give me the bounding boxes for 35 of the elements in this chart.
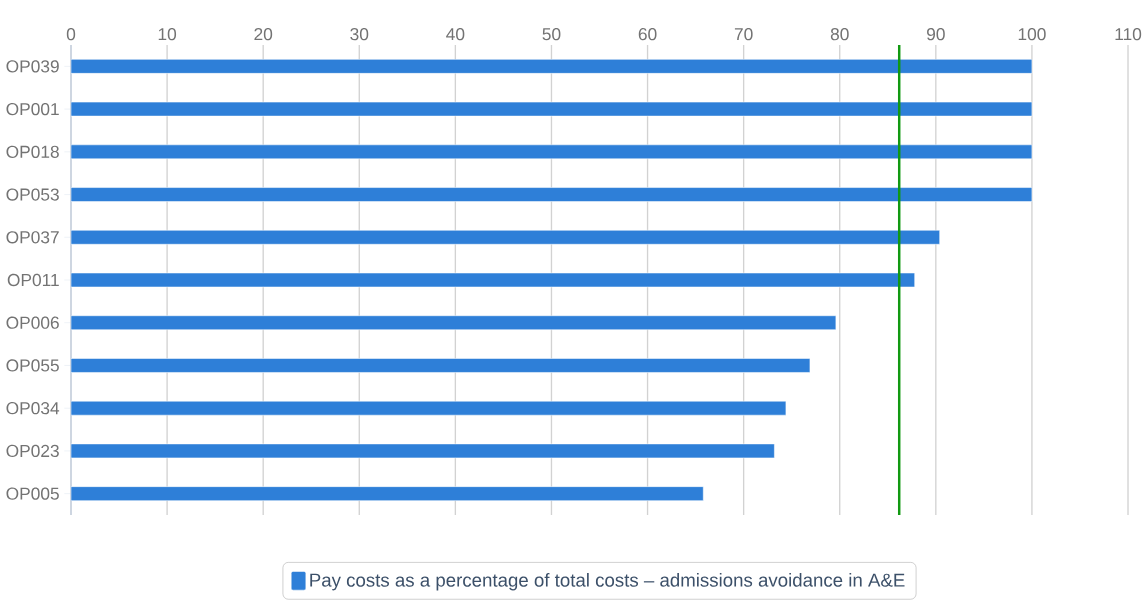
- x-tick-label: 70: [734, 28, 753, 41]
- y-tick-label: OP011: [7, 273, 59, 287]
- x-tick-label: 60: [638, 28, 657, 41]
- bar: [71, 59, 1033, 74]
- y-tick-label: OP055: [6, 359, 59, 372]
- y-tick-label: OP034: [6, 402, 60, 415]
- x-tick-label: 100: [1018, 28, 1046, 41]
- y-tick-label: OP039: [6, 60, 59, 73]
- x-tick-label: 90: [927, 28, 945, 41]
- y-tick-label: OP018: [6, 145, 59, 158]
- bar: [71, 272, 915, 288]
- bar: [71, 101, 1033, 117]
- bar: [71, 315, 837, 330]
- bar: [71, 400, 787, 416]
- bar: [71, 230, 940, 245]
- x-tick-label: 50: [542, 28, 561, 41]
- x-tick-label: 0: [66, 28, 76, 41]
- x-tick-label: 80: [830, 28, 849, 41]
- x-tick-label: 40: [446, 28, 465, 41]
- bar: [71, 443, 775, 459]
- y-tick-label: OP001: [6, 102, 59, 116]
- bar: [71, 187, 1033, 202]
- bar: [71, 486, 704, 501]
- x-tick-label: 30: [350, 28, 369, 41]
- bar: [71, 358, 811, 373]
- y-tick-label: OP023: [6, 444, 59, 458]
- x-tick-label: 110: [1115, 28, 1142, 41]
- x-tick-label: 10: [158, 28, 177, 41]
- x-tick-label: 20: [254, 28, 273, 41]
- y-tick-label: OP005: [6, 487, 59, 500]
- y-tick-label: OP006: [6, 316, 59, 329]
- y-tick-label: OP037: [6, 231, 59, 244]
- y-tick-label: OP053: [6, 188, 59, 201]
- bar: [71, 144, 1033, 160]
- legend-label: Pay costs as a percentage of total costs – admissions avoidance in A&E: [310, 573, 905, 591]
